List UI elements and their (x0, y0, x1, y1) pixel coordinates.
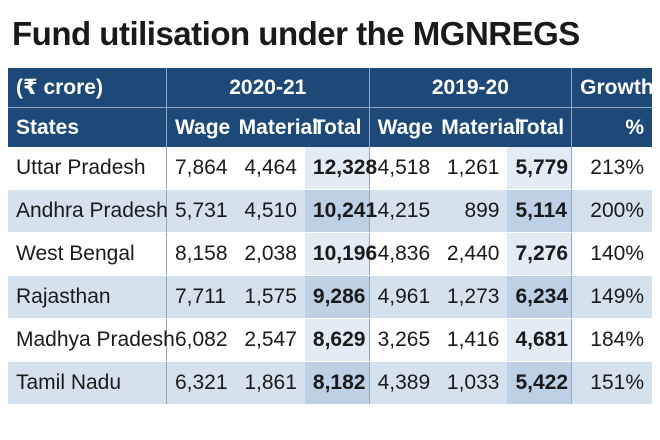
period-2019-20-header: 2019-20 (369, 68, 573, 108)
total-cell-b: 5,779 (507, 147, 573, 190)
growth-cell: 149% (571, 275, 652, 319)
wage-cell-b: 4,961 (369, 275, 434, 319)
material-cell-b: 899 (433, 189, 508, 233)
material-cell-b: 1,416 (433, 318, 508, 362)
wage-cell-b: 3,265 (369, 318, 434, 362)
wage-cell-a: 6,082 (166, 318, 231, 362)
wage-header-b: Wage (369, 107, 434, 147)
total-cell-a: 10,241 (304, 189, 377, 233)
total-cell-b: 5,114 (507, 189, 573, 233)
wage-cell-b: 4,836 (369, 232, 434, 276)
period-2020-21-header: 2020-21 (166, 68, 370, 108)
total-cell-b: 5,422 (507, 361, 573, 405)
wage-header-a: Wage (166, 107, 231, 147)
states-header: States (8, 107, 167, 147)
material-header-a: Material (230, 107, 318, 147)
unit-label: (₹ crore) (8, 68, 167, 108)
material-cell-b: 1,261 (433, 147, 508, 190)
table-row: Uttar Pradesh 7,864 4,464 12,328 4,518 1… (8, 147, 652, 190)
wage-cell-a: 7,864 (166, 147, 231, 190)
growth-header: Growth (571, 68, 654, 108)
state-cell: West Bengal (8, 232, 167, 276)
wage-cell-a: 6,321 (166, 361, 231, 405)
material-cell-a: 1,861 (230, 361, 305, 405)
material-cell-b: 1,033 (433, 361, 508, 405)
material-cell-a: 2,038 (230, 232, 305, 276)
material-cell-b: 1,273 (433, 275, 508, 319)
material-cell-a: 1,575 (230, 275, 305, 319)
state-cell: Tamil Nadu (8, 361, 167, 405)
total-header-b: Total (507, 107, 573, 147)
total-header-a: Total (304, 107, 370, 147)
table-row: Rajasthan 7,711 1,575 9,286 4,961 1,273 … (8, 275, 652, 319)
growth-cell: 213% (571, 147, 652, 190)
wage-cell-b: 4,389 (369, 361, 434, 405)
total-cell-a: 10,196 (304, 232, 377, 276)
growth-cell: 140% (571, 232, 652, 276)
wage-cell-b: 4,215 (369, 189, 434, 233)
total-cell-a: 9,286 (304, 275, 370, 319)
total-cell-a: 8,629 (304, 318, 370, 362)
state-cell: Rajasthan (8, 275, 167, 319)
state-cell: Andhra Pradesh (8, 189, 168, 233)
wage-cell-b: 4,518 (369, 147, 434, 190)
total-cell-b: 6,234 (507, 275, 573, 319)
state-cell: Madhya Pradesh (8, 318, 175, 362)
material-cell-a: 4,510 (230, 189, 305, 233)
material-cell-a: 4,464 (230, 147, 305, 190)
page-title: Fund utilisation under the MGNREGS (12, 15, 580, 52)
table-row: West Bengal 8,158 2,038 10,196 4,836 2,4… (8, 232, 652, 276)
table-row: Tamil Nadu 6,321 1,861 8,182 4,389 1,033… (8, 361, 652, 405)
growth-cell: 200% (571, 189, 652, 233)
material-header-b: Material (433, 107, 521, 147)
growth-unit-header: % (571, 107, 652, 147)
table-row: Andhra Pradesh 5,731 4,510 10,241 4,215 … (8, 189, 652, 233)
material-cell-a: 2,547 (230, 318, 305, 362)
fund-utilisation-table: (₹ crore) 2020-21 2019-20 Growth States … (8, 68, 654, 405)
state-cell: Uttar Pradesh (8, 147, 167, 190)
material-cell-b: 2,440 (433, 232, 508, 276)
wage-cell-a: 8,158 (166, 232, 231, 276)
wage-cell-a: 7,711 (166, 275, 231, 319)
wage-cell-a: 5,731 (166, 189, 231, 233)
total-cell-a: 8,182 (304, 361, 370, 405)
total-cell-a: 12,328 (304, 147, 377, 190)
header-row-columns: States Wage Material Total Wage Material… (8, 107, 652, 147)
table-row: Madhya Pradesh 6,082 2,547 8,629 3,265 1… (8, 318, 652, 362)
total-cell-b: 7,276 (507, 232, 573, 276)
total-cell-b: 4,681 (507, 318, 573, 362)
growth-cell: 151% (571, 361, 652, 405)
header-row-periods: (₹ crore) 2020-21 2019-20 Growth (8, 68, 654, 108)
growth-cell: 184% (571, 318, 652, 362)
